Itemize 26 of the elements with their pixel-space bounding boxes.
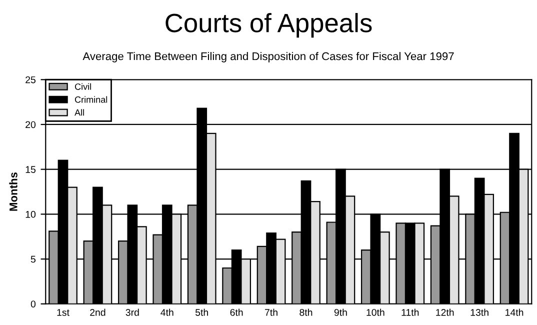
x-tick-label: 12th <box>436 308 454 316</box>
x-tick-label: 13th <box>470 308 488 316</box>
y-tick-label: 5 <box>30 256 36 263</box>
x-tick-label: 14th <box>506 308 524 316</box>
x-tick-label: 8th <box>300 308 312 316</box>
y-tick-label: 25 <box>26 76 36 84</box>
y-tick-label: 10 <box>26 210 36 218</box>
x-tick-label: 9th <box>334 308 347 316</box>
legend-label: Civil <box>74 83 91 90</box>
x-tick-label: 11th <box>402 308 419 316</box>
x-tick-label: 5th <box>195 308 208 316</box>
x-tick-label: 3rd <box>126 308 139 316</box>
y-axis-title: Months <box>9 172 18 211</box>
x-tick-label: 2nd <box>90 308 106 316</box>
y-tick-label: 0 <box>30 300 36 308</box>
x-tick-label: 6th <box>230 308 243 316</box>
x-tick-label: 10th <box>366 308 384 316</box>
legend-label: Criminal <box>74 96 108 103</box>
x-tick-label: 4th <box>160 308 174 316</box>
x-tick-label: 1st <box>57 309 70 316</box>
legend-label: All <box>74 109 84 116</box>
x-tick-label: 7th <box>265 308 278 316</box>
y-tick-label: 20 <box>26 121 36 128</box>
y-tick-label: 15 <box>26 166 36 173</box>
chart-subtitle: Average Time Between Filing and Disposition of Cases for Fiscal Year 1997 <box>82 52 454 62</box>
chart-title: Courts of Appeals <box>166 13 372 38</box>
